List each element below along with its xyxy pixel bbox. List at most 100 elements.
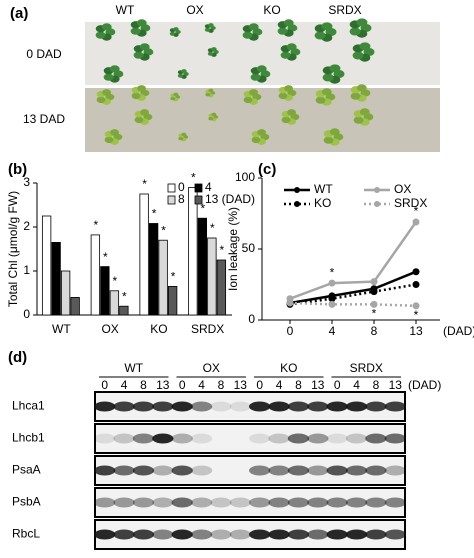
leaf — [243, 96, 253, 104]
series-line — [289, 270, 417, 305]
lane-label: 0 — [179, 378, 186, 392]
protein-label: Lhcb1 — [12, 431, 45, 445]
leaf — [315, 96, 326, 104]
band — [384, 497, 406, 508]
leaf — [181, 132, 187, 137]
leaf — [102, 89, 112, 96]
significance: * — [171, 270, 176, 284]
series-line — [289, 301, 417, 308]
panel-label: (c) — [258, 161, 276, 178]
leaf — [284, 85, 294, 92]
bar — [197, 217, 208, 316]
band — [171, 401, 193, 412]
leaf — [139, 43, 150, 51]
panel-label: (a) — [10, 5, 28, 22]
leaf — [321, 22, 333, 31]
significance: * — [414, 267, 419, 281]
protein-label: Lhca1 — [12, 399, 45, 413]
leaf — [251, 136, 261, 144]
point — [412, 281, 420, 288]
leaf — [242, 31, 253, 39]
leaf — [95, 31, 106, 39]
band — [113, 433, 135, 444]
point — [328, 295, 336, 303]
significance: * — [220, 243, 225, 257]
point — [412, 268, 420, 276]
unit-label: (DAD) — [408, 378, 441, 392]
group-label: KO — [280, 361, 297, 375]
leaf — [257, 129, 267, 136]
leaf — [211, 47, 217, 52]
leaf — [173, 27, 179, 32]
protein-label: RbcL — [12, 527, 40, 541]
band — [152, 529, 174, 540]
legend-marker — [374, 187, 380, 193]
band — [94, 401, 116, 412]
legend-label: SRDX — [394, 196, 427, 210]
x-tick-label: 13 — [409, 324, 423, 338]
band — [210, 497, 232, 508]
leaf — [356, 18, 368, 27]
band — [249, 497, 271, 508]
lane-label: 0 — [256, 378, 263, 392]
leaf — [131, 92, 141, 100]
band — [190, 465, 213, 476]
legend-marker — [374, 201, 380, 207]
point — [412, 302, 420, 310]
leaf — [329, 128, 340, 136]
y-tick-label: 0 — [248, 312, 255, 326]
leaf — [208, 88, 214, 93]
leaf — [250, 73, 261, 81]
leaf — [211, 112, 217, 117]
band — [287, 465, 310, 476]
leaf — [173, 92, 179, 97]
bar — [158, 239, 168, 316]
lane-label: 8 — [295, 378, 302, 392]
band — [171, 529, 193, 540]
lane-label: 13 — [311, 378, 325, 392]
leaf — [278, 92, 288, 100]
leaf — [286, 43, 297, 51]
band — [132, 465, 155, 476]
y-tick-label: 1 — [23, 263, 30, 277]
leaf — [140, 109, 150, 116]
band — [229, 497, 251, 508]
leaf — [178, 136, 184, 141]
x-tick-label: 8 — [371, 324, 378, 338]
legend-swatch — [194, 183, 203, 193]
bar — [51, 241, 61, 316]
band — [345, 433, 368, 444]
band — [229, 529, 251, 540]
plants — [95, 18, 375, 146]
leaf — [181, 69, 187, 74]
series-line — [289, 221, 418, 300]
point — [286, 299, 294, 307]
legend-marker — [294, 201, 300, 207]
significance: * — [161, 223, 166, 237]
group-label: OX — [203, 361, 220, 375]
legend-label: 0 — [178, 180, 185, 194]
bar — [109, 290, 120, 316]
bar — [60, 270, 71, 316]
band — [384, 465, 406, 476]
group-label: WT — [124, 361, 143, 375]
legend-label: WT — [314, 182, 333, 196]
column-label: OX — [186, 3, 203, 17]
point — [412, 218, 420, 226]
leaf — [136, 19, 147, 27]
band — [152, 465, 174, 476]
leaf — [249, 89, 259, 96]
leaf — [329, 64, 341, 73]
leaf — [110, 129, 120, 136]
point — [370, 278, 378, 286]
legend-label: KO — [314, 196, 331, 210]
lane-label: 4 — [276, 378, 283, 392]
x-tick-label: 0 — [287, 324, 294, 338]
column-label: WT — [116, 3, 135, 17]
leaf — [134, 116, 144, 124]
lane-label: 8 — [373, 378, 380, 392]
band — [307, 497, 329, 508]
leaf — [323, 136, 334, 144]
band — [287, 433, 310, 444]
